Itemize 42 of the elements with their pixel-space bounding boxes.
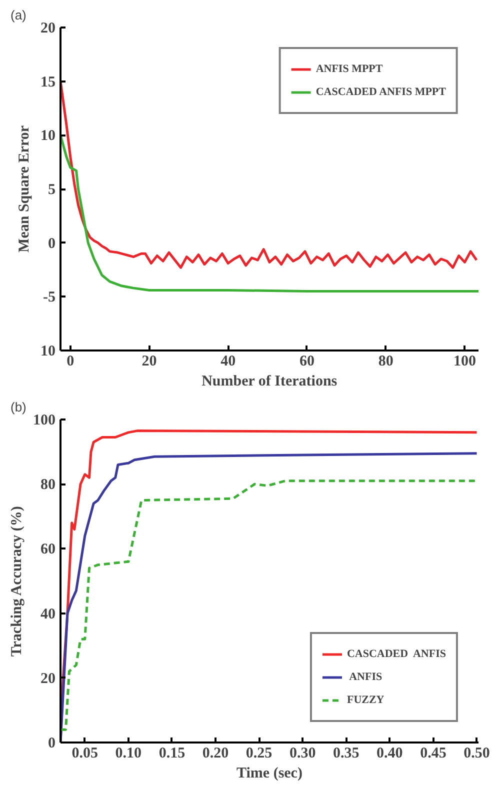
x-tick-label: 0.45 [420, 746, 446, 762]
y-tick-label: 20 [40, 20, 56, 36]
x-tick-label: 0.35 [333, 746, 360, 762]
x-tick-label: 0.30 [289, 746, 316, 762]
x-tick-label: 0 [66, 354, 74, 370]
x-tick-label: 0.40 [376, 746, 403, 762]
line-series [60, 80, 478, 269]
x-axis-title: Number of Iterations [202, 374, 338, 390]
y-axis-title: Tracking Accuracy (%) [9, 506, 25, 657]
y-tick-label: 15 [40, 74, 56, 90]
x-tick-label: 0.20 [202, 746, 229, 762]
y-tick-label: 40 [40, 606, 56, 622]
line-series [60, 134, 478, 293]
y-tick-label: 100 [33, 412, 56, 428]
y-axis-title: Mean Square Error [16, 125, 32, 252]
text: (a) [10, 8, 26, 22]
x-tick-label: 0.50 [464, 746, 490, 762]
y-tick-label: 10 [40, 344, 56, 360]
x-tick-label: 100 [453, 354, 476, 370]
legend-label: ANFIS MPPT [316, 63, 383, 75]
x-tick-label: 60 [299, 354, 314, 370]
x-tick-label: 0.10 [115, 746, 142, 762]
text: (b) [10, 400, 26, 414]
x-tick-label: 20 [142, 354, 157, 370]
legend-label: CASCADED ANFIS [346, 648, 446, 660]
y-tick-label: 20 [40, 670, 56, 687]
y-tick-label: 0 [48, 236, 56, 252]
x-tick-label: 40 [220, 354, 236, 370]
y-tick-label: 10 [40, 128, 56, 144]
legend-label: CASCADED ANFIS MPPT [316, 86, 446, 98]
y-tick-label: 5 [48, 182, 56, 198]
x-tick-label: 0.25 [246, 746, 272, 762]
legend-label: FUZZY [346, 694, 384, 706]
y-tick-label: 60 [40, 542, 56, 558]
x-tick-label: 0.05 [72, 746, 98, 762]
x-tick-label: 80 [378, 354, 394, 370]
x-tick-label: 0.15 [158, 746, 186, 762]
x-axis-title: Time (sec) [236, 766, 302, 782]
y-tick-label: 80 [40, 477, 56, 494]
y-tick-label: 0 [48, 736, 56, 752]
y-tick-label: -5 [43, 290, 56, 306]
legend-label: ANFIS [348, 671, 382, 683]
